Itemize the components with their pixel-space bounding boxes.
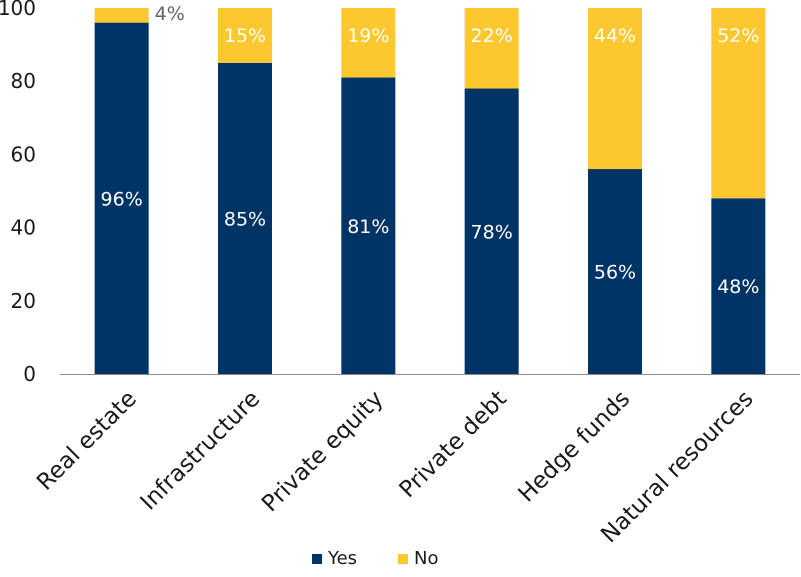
bar-segment-yes [711,198,766,374]
y-tick-label: 100 [0,0,36,20]
y-axis: 0 20 40 60 80 100 [0,0,36,386]
data-label-yes: 85% [224,208,266,230]
data-label-yes: 56% [594,262,636,284]
y-tick-label: 80 [11,69,36,93]
data-label-no: 4% [155,3,185,25]
bar-segment-no [711,8,766,199]
category-label: Real estate [32,386,142,496]
category-label: Hedge funds [514,386,636,508]
legend-label-yes: Yes [327,548,357,569]
data-label-no: 19% [347,25,389,47]
legend: Yes No [312,548,438,569]
category-label: Infrastructure [136,386,266,516]
category-label: Private equity [257,386,388,517]
bars: 96% 4% 85% 15% 81% 19% 78% 22% 56% 44% 48% 52% [94,3,766,375]
data-label-no: 52% [717,25,759,47]
legend-swatch-no [398,554,408,564]
y-tick-label: 20 [11,289,36,313]
y-tick-label: 40 [11,216,36,240]
legend-label-no: No [414,548,438,569]
bar-segment-no [94,8,149,23]
data-label-no: 15% [224,25,266,47]
bar-segment-yes [341,77,396,374]
bar-segment-yes [464,88,519,375]
data-label-yes: 78% [471,221,513,243]
bar-segment-yes [218,62,272,375]
data-label-no: 44% [594,25,636,47]
category-label: Private debt [395,386,512,503]
legend-swatch-yes [312,554,322,564]
bar-segment-no [341,8,396,78]
y-tick-label: 0 [23,362,36,386]
bar-segment-yes [94,22,149,374]
data-label-yes: 96% [101,188,143,210]
bar-segment-no [218,8,272,63]
bar-segment-no [588,8,642,170]
y-tick-label: 60 [11,142,36,166]
bar-segment-yes [588,169,642,374]
bar-segment-no [464,8,519,89]
data-label-yes: 48% [717,276,759,298]
data-label-yes: 81% [347,216,389,238]
data-label-no: 22% [471,25,513,47]
